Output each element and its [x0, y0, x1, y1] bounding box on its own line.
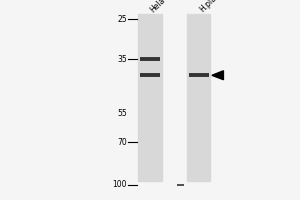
- Polygon shape: [212, 71, 224, 80]
- Text: H.placenta: H.placenta: [197, 0, 233, 14]
- Text: 70: 70: [117, 138, 127, 147]
- Bar: [188, 14, 211, 181]
- Text: 25: 25: [117, 15, 127, 24]
- Text: 55: 55: [117, 109, 127, 118]
- Text: 35: 35: [117, 55, 127, 64]
- Text: 100: 100: [112, 180, 127, 189]
- Bar: [139, 14, 161, 181]
- Text: Hela: Hela: [148, 0, 167, 14]
